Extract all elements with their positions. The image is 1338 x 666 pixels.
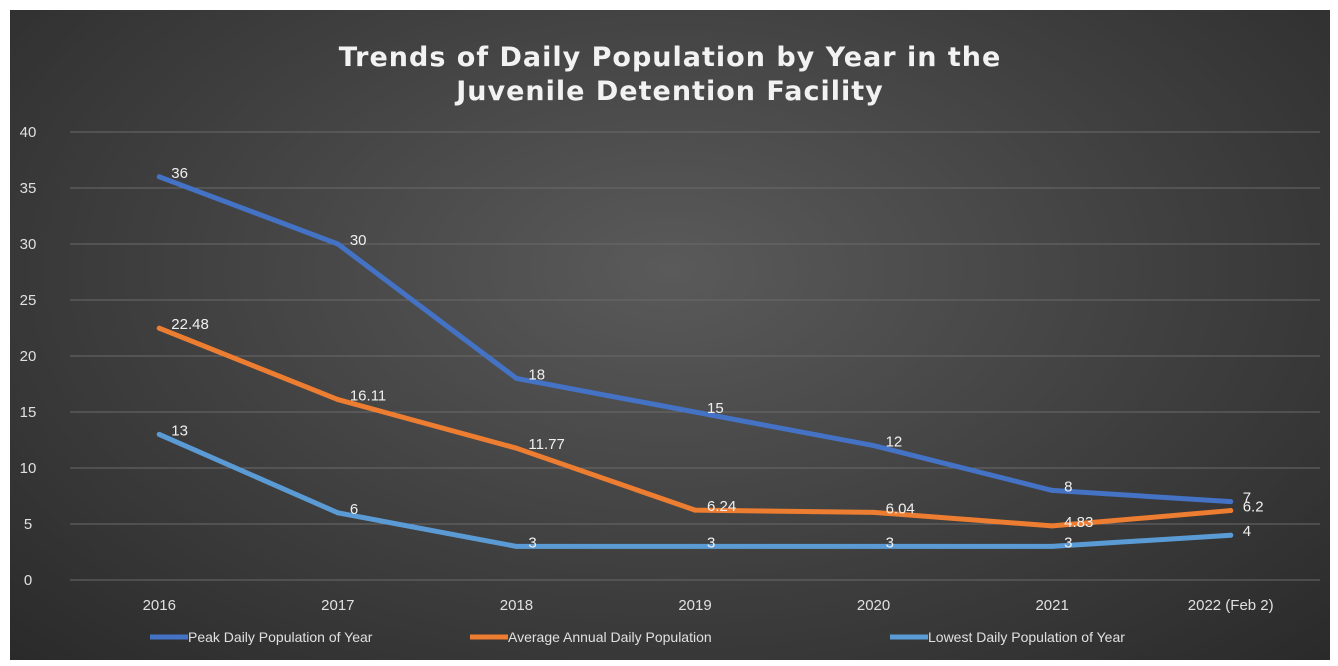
- y-tick-label: 35: [20, 180, 37, 197]
- data-label: 15: [707, 400, 724, 417]
- data-point: [1049, 487, 1055, 493]
- data-point: [692, 543, 698, 549]
- y-tick-label: 20: [20, 348, 37, 365]
- data-label: 6.2: [1243, 499, 1264, 516]
- gridlines: [70, 131, 1320, 581]
- data-point: [513, 543, 519, 549]
- data-label: 36: [171, 165, 188, 182]
- data-point: [335, 397, 341, 403]
- x-tick-label: 2021: [1035, 597, 1068, 614]
- y-tick-label: 10: [20, 460, 37, 477]
- series-line: [156, 325, 1234, 529]
- data-label: 3: [886, 534, 894, 551]
- y-tick-label: 5: [24, 516, 32, 533]
- legend-label: Lowest Daily Population of Year: [928, 629, 1125, 645]
- data-label: 11.77: [528, 436, 564, 453]
- data-label: 8: [1064, 478, 1072, 495]
- y-tick-label: 0: [24, 572, 32, 589]
- data-point: [1049, 543, 1055, 549]
- data-label: 3: [707, 534, 715, 551]
- line-chart: Trends of Daily Population by Year in th…: [20, 42, 1320, 645]
- legend-label: Peak Daily Population of Year: [188, 629, 373, 645]
- data-point: [692, 409, 698, 415]
- data-point: [513, 375, 519, 381]
- data-point: [335, 241, 341, 247]
- data-point: [692, 507, 698, 513]
- data-point: [1228, 499, 1234, 505]
- data-label: 13: [171, 422, 188, 439]
- data-label: 6.04: [886, 500, 915, 517]
- data-label: 7: [1243, 490, 1251, 507]
- chart-area: Trends of Daily Population by Year in th…: [10, 10, 1330, 660]
- data-point: [156, 174, 162, 180]
- data-point: [871, 509, 877, 515]
- x-tick-label: 2020: [857, 597, 890, 614]
- data-label: 3: [1064, 534, 1072, 551]
- data-label: 30: [350, 232, 367, 249]
- data-point: [1049, 523, 1055, 529]
- data-point: [871, 443, 877, 449]
- y-tick-label: 25: [20, 292, 37, 309]
- y-tick-label: 40: [20, 124, 37, 141]
- data-point: [1228, 508, 1234, 514]
- data-label: 18: [528, 366, 545, 383]
- y-tick-label: 30: [20, 236, 37, 253]
- chart-title-line-1: Trends of Daily Population by Year in th…: [339, 42, 1002, 73]
- x-tick-label: 2017: [321, 597, 354, 614]
- data-point: [335, 510, 341, 516]
- data-label: 4: [1243, 523, 1251, 540]
- y-tick-label: 15: [20, 404, 37, 421]
- data-point: [513, 445, 519, 451]
- series-line: [156, 174, 1234, 505]
- data-label: 22.48: [171, 316, 209, 333]
- chart-title-line-2: Juvenile Detention Facility: [454, 76, 883, 107]
- x-tick-label: 2016: [143, 597, 176, 614]
- data-label: 6.24: [707, 498, 736, 515]
- data-point: [1228, 532, 1234, 538]
- data-label: 12: [886, 434, 903, 451]
- data-label: 6: [350, 501, 358, 518]
- x-tick-label: 2018: [500, 597, 533, 614]
- data-label: 3: [528, 534, 536, 551]
- series-lines: [156, 174, 1234, 549]
- x-tick-label: 2019: [678, 597, 711, 614]
- data-point: [156, 325, 162, 331]
- legend: Peak Daily Population of Year Average Ann…: [150, 629, 1125, 645]
- legend-label: Average Annual Daily Population: [508, 629, 712, 645]
- data-label: 16.11: [350, 388, 386, 405]
- x-tick-label: 2022 (Feb 2): [1188, 597, 1274, 614]
- data-point: [871, 543, 877, 549]
- x-axis-ticks: 2016 2017 2018 2019 2020 2021 2022 (Feb 2): [143, 597, 1274, 614]
- data-label: 4.83: [1064, 514, 1093, 531]
- data-point: [156, 431, 162, 437]
- y-axis-ticks: 0 5 10 15 20 25 30 35 40: [20, 124, 37, 589]
